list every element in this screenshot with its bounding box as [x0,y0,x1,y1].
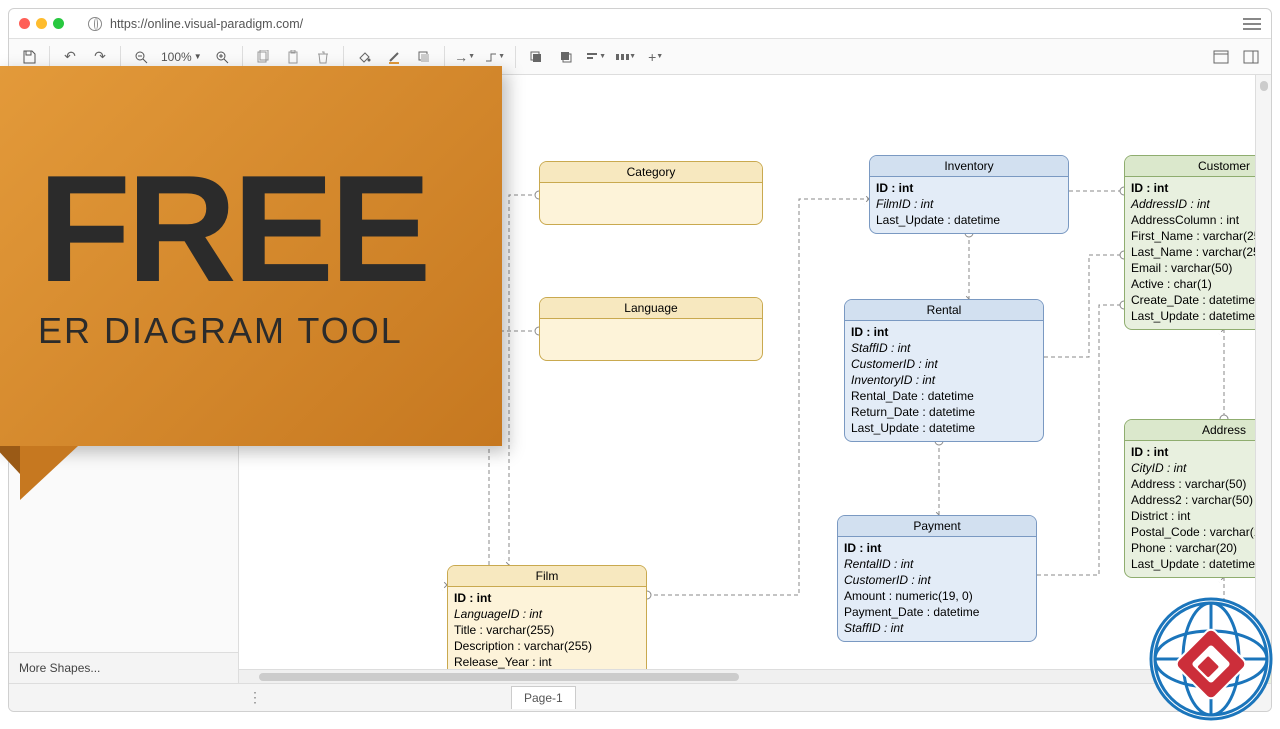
entity-category[interactable]: Category [539,161,763,225]
entity-attribute: Postal_Code : varchar(10) [1131,524,1271,540]
entity-attribute: Address : varchar(50) [1131,476,1271,492]
align-icon[interactable]: ▼ [582,43,610,71]
entity-language[interactable]: Language [539,297,763,361]
more-shapes-button[interactable]: More Shapes... [9,652,238,683]
entity-attribute: Phone : varchar(20) [1131,540,1271,556]
entity-title: Language [540,298,762,319]
entity-attribute: AddressColumn : int [1131,212,1271,228]
entity-attribute: Description : varchar(255) [454,638,640,654]
to-back-icon[interactable] [552,43,580,71]
entity-address[interactable]: Address ID : intCityID : intAddress : var… [1124,419,1271,578]
globe-icon [88,17,102,31]
page-tab[interactable]: Page-1 [511,686,576,709]
entity-attribute: ID : int [851,324,1037,340]
banner-subtitle: ER DIAGRAM TOOL [38,310,502,352]
entity-attribute: CityID : int [1131,460,1271,476]
entity-attribute: LanguageID : int [454,606,640,622]
entity-attribute: AddressID : int [1131,196,1271,212]
entity-attribute: CustomerID : int [851,356,1037,372]
window-controls[interactable] [19,18,64,29]
entity-attribute: Active : char(1) [1131,276,1271,292]
entity-title: Inventory [870,156,1068,177]
entity-attribute: Amount : numeric(19, 0) [844,588,1030,604]
entity-customer[interactable]: Customer ID : intAddressID : intAddressCo… [1124,155,1271,330]
entity-attribute: Email : varchar(50) [1131,260,1271,276]
vertical-scrollbar[interactable] [1255,75,1271,669]
entity-title: Customer [1125,156,1271,177]
entity-attribute: Payment_Date : datetime [844,604,1030,620]
add-icon[interactable]: +▼ [642,43,670,71]
footer-bar: ⋮ Page-1 [9,683,1271,711]
entity-attribute: Last_Update : datetime [876,212,1062,228]
entity-attribute: ID : int [844,540,1030,556]
entity-attribute: Last_Name : varchar(255) [1131,244,1271,260]
entity-payment[interactable]: Payment ID : intRentalID : intCustomerID … [837,515,1037,642]
entity-film[interactable]: Film ID : intLanguageID : intTitle : varc… [447,565,647,683]
entity-attribute: StaffID : int [851,340,1037,356]
entity-inventory[interactable]: Inventory ID : intFilmID : intLast_Update… [869,155,1069,234]
entity-title: Film [448,566,646,587]
entity-attribute: InventoryID : int [851,372,1037,388]
hamburger-icon[interactable] [1243,18,1261,30]
entity-attribute: StaffID : int [844,620,1030,636]
entity-rental[interactable]: Rental ID : intStaffID : intCustomerID : … [844,299,1044,442]
entity-attribute: Rental_Date : datetime [851,388,1037,404]
address-url[interactable]: https://online.visual-paradigm.com/ [110,17,303,31]
entity-attribute: ID : int [1131,180,1271,196]
entity-title: Rental [845,300,1043,321]
entity-attribute: Last_Update : datetime [1131,308,1271,324]
banner-headline: FREE [38,160,502,300]
add-page-icon[interactable]: ⋮ [245,689,265,706]
entity-attribute: Title : varchar(255) [454,622,640,638]
format-panel-icon[interactable] [1237,43,1265,71]
entity-attribute: Address2 : varchar(50) [1131,492,1271,508]
entity-attribute: Last_Update : datetime [1131,556,1271,572]
entity-title: Address [1125,420,1271,441]
entity-attribute: CustomerID : int [844,572,1030,588]
entity-attribute: District : int [1131,508,1271,524]
outline-panel-icon[interactable] [1207,43,1235,71]
entity-attribute: Release_Year : int [454,654,640,670]
browser-titlebar: https://online.visual-paradigm.com/ [9,9,1271,39]
entity-title: Payment [838,516,1036,537]
zoom-level[interactable]: 100% ▼ [157,50,206,64]
entity-attribute: Create_Date : datetime [1131,292,1271,308]
distribute-icon[interactable]: ▼ [612,43,640,71]
entity-attribute: FilmID : int [876,196,1062,212]
entity-attribute: Last_Update : datetime [851,420,1037,436]
vp-logo-icon [1146,594,1276,724]
entity-attribute: ID : int [1131,444,1271,460]
entity-attribute: Return_Date : datetime [851,404,1037,420]
promo-banner: FREE ER DIAGRAM TOOL [0,66,502,446]
entity-title: Category [540,162,762,183]
entity-attribute: ID : int [876,180,1062,196]
entity-attribute: RentalID : int [844,556,1030,572]
horizontal-scrollbar[interactable] [239,669,1255,683]
to-front-icon[interactable] [522,43,550,71]
entity-attribute: ID : int [454,590,640,606]
entity-attribute: First_Name : varchar(255) [1131,228,1271,244]
